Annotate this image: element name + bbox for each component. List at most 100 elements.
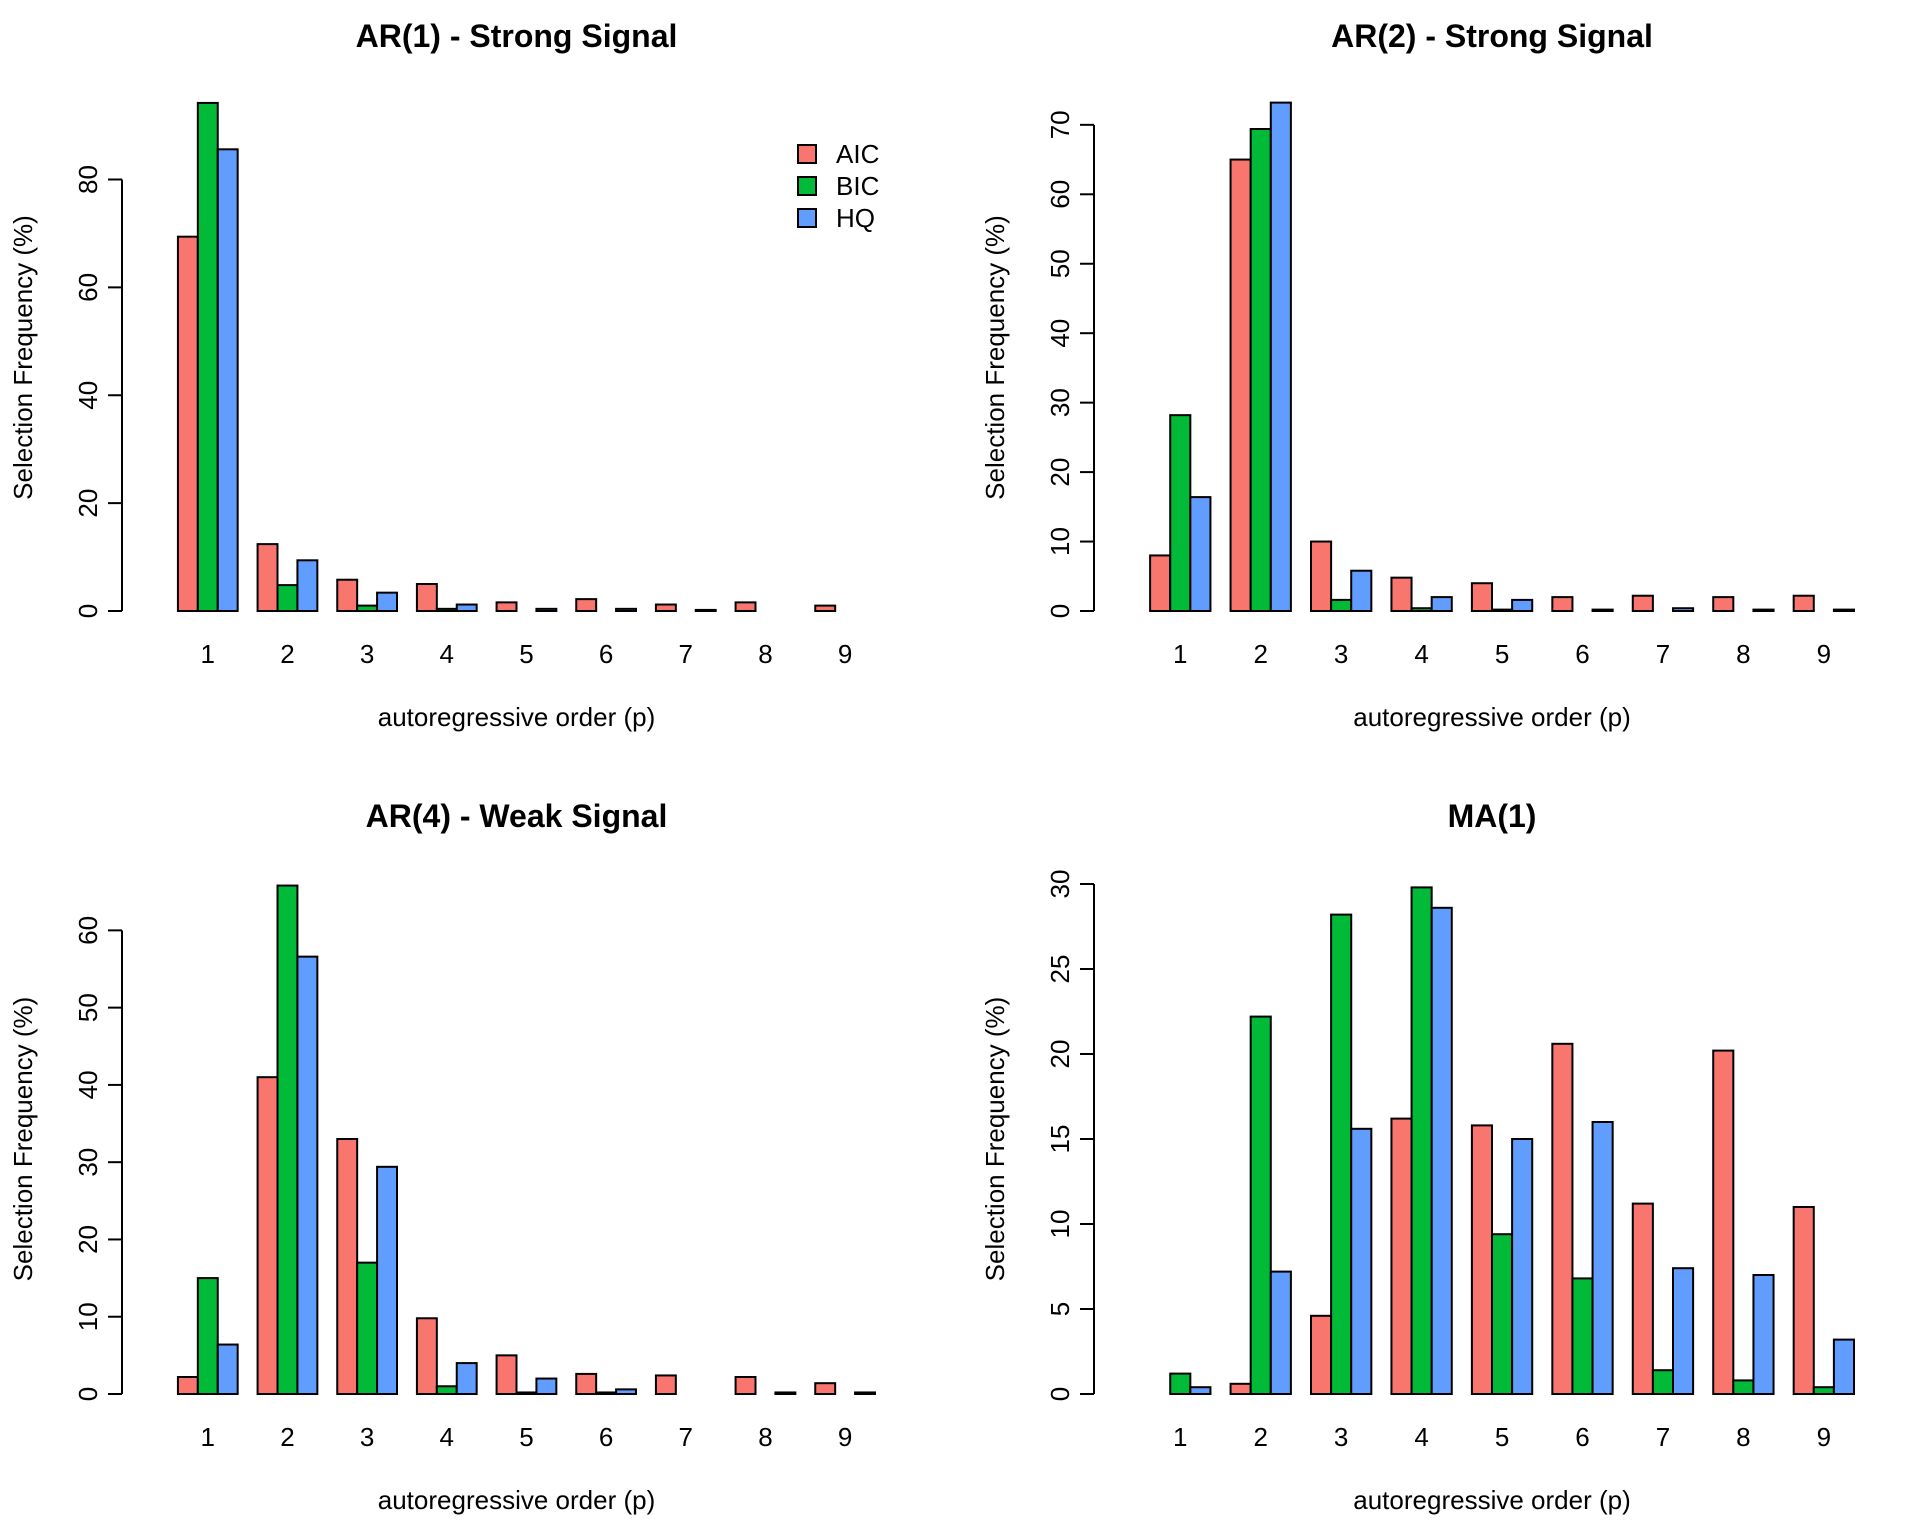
bar-hq-p9 [854, 1391, 877, 1395]
bar-bic-p6 [1571, 1277, 1594, 1396]
x-tick-label: 4 [1414, 639, 1428, 669]
x-tick-label: 2 [280, 1422, 294, 1452]
bar-bic-p3 [1330, 598, 1353, 613]
bar-hq-p6 [1591, 608, 1614, 612]
bar-aic-p9 [1792, 594, 1815, 612]
x-tick-label: 3 [1334, 639, 1348, 669]
bar-aic-p4 [415, 1317, 438, 1396]
y-axis-label: Selection Frequency (%) [980, 215, 1010, 500]
x-tick-label: 2 [1253, 639, 1267, 669]
y-axis-label: Selection Frequency (%) [8, 215, 38, 500]
y-tick-label: 20 [1045, 458, 1075, 487]
x-tick-label: 6 [1575, 639, 1589, 669]
x-tick-label: 3 [1334, 1422, 1348, 1452]
bar-bic-p2 [276, 884, 299, 1395]
chart-title: MA(1) [1448, 798, 1537, 834]
bar-hq-p5 [535, 607, 558, 613]
x-tick-label: 9 [1817, 1422, 1831, 1452]
x-tick-label: 4 [440, 639, 454, 669]
bar-bic-p9 [1812, 1386, 1835, 1395]
bar-bic-p1 [1169, 1372, 1192, 1395]
legend-swatch-aic [797, 144, 817, 164]
chart-panel-4: MA(1) 1 2 3 4 5 6 7 8 9 autoregressive order (p) 0 5… [980, 798, 1856, 1515]
x-tick-label: 9 [838, 639, 852, 669]
chart-title: AR(4) - Weak Signal [366, 798, 668, 834]
x-tick-label: 1 [201, 639, 215, 669]
x-axis-label: autoregressive order (p) [378, 702, 655, 732]
x-tick-label: 1 [1173, 639, 1187, 669]
bar-bic-p7 [1651, 1369, 1675, 1395]
bar-hq-p2 [296, 955, 319, 1395]
bar-hq-p5 [1511, 598, 1534, 613]
x-axis-label: autoregressive order (p) [1353, 1485, 1630, 1515]
bar-aic-p4 [1390, 576, 1413, 612]
bar-bic-p4 [1410, 886, 1433, 1396]
bar-hq-p1 [1189, 496, 1212, 613]
bar-aic-p7 [1631, 594, 1654, 612]
bar-hq-p3 [1350, 569, 1373, 612]
bar-aic-p4 [415, 583, 438, 613]
bar-aic-p2 [1229, 1382, 1252, 1396]
x-tick-label: 9 [1817, 639, 1831, 669]
chart-panel-1: AR(1) - Strong Signal 1 2 3 4 5 6 7 8 9 autoregres… [8, 18, 852, 732]
bar-aic-p7 [654, 603, 677, 613]
bar-bic-p3 [1330, 913, 1353, 1395]
y-tick-label: 30 [1045, 388, 1075, 417]
bar-hq-p2 [1269, 1270, 1292, 1395]
bar-aic-p6 [575, 598, 598, 613]
bar-hq-p7 [1672, 1267, 1695, 1395]
bar-bic-p8 [1732, 1379, 1755, 1396]
bar-hq-p1 [216, 1343, 239, 1396]
bar-hq-p3 [1350, 1127, 1373, 1396]
bar-aic-p5 [1470, 582, 1494, 612]
legend-label-bic: BIC [836, 171, 879, 201]
bar-hq-p3 [376, 1165, 398, 1395]
bar-aic-p6 [1551, 1042, 1574, 1396]
bar-bic-p5 [515, 1391, 538, 1395]
bar-hq-p4 [455, 1362, 478, 1395]
bar-aic-p2 [256, 1076, 279, 1396]
bar-hq-p4 [455, 603, 478, 613]
bar-hq-p8 [1752, 608, 1775, 612]
bar-aic-p5 [495, 601, 518, 612]
y-tick-label: 10 [1045, 527, 1075, 556]
y-tick-label: 20 [73, 489, 103, 518]
y-tick-label: 20 [73, 1225, 103, 1254]
bar-hq-p3 [376, 591, 398, 612]
bar-hq-p4 [1430, 906, 1453, 1395]
y-tick-label: 50 [1045, 249, 1075, 278]
chart-title: AR(2) - Strong Signal [1331, 18, 1653, 54]
bar-hq-p6 [1591, 1121, 1614, 1395]
bar-hq-p7 [694, 608, 717, 612]
bar-aic-p6 [1551, 596, 1574, 612]
x-tick-label: 3 [360, 1422, 374, 1452]
y-tick-label: 0 [73, 604, 103, 618]
y-tick-label: 70 [1045, 110, 1075, 139]
y-tick-label: 40 [73, 1070, 103, 1099]
bar-bic-p3 [356, 604, 379, 612]
x-tick-label: 8 [758, 1422, 772, 1452]
bar-hq-p8 [774, 1391, 797, 1395]
y-tick-label: 25 [1045, 955, 1075, 984]
x-tick-label: 4 [1414, 1422, 1428, 1452]
x-tick-label: 5 [1495, 639, 1509, 669]
bar-aic-p9 [1792, 1206, 1815, 1395]
x-tick-label: 2 [1253, 1422, 1267, 1452]
y-tick-label: 30 [73, 1148, 103, 1177]
y-tick-label: 0 [1045, 1387, 1075, 1401]
y-tick-label: 60 [1045, 180, 1075, 209]
y-tick-label: 10 [1045, 1210, 1075, 1239]
bar-bic-p4 [1410, 607, 1433, 612]
chart-title: AR(1) - Strong Signal [356, 18, 678, 54]
x-tick-label: 7 [679, 1422, 693, 1452]
y-tick-label: 50 [73, 993, 103, 1022]
bar-bic-p3 [356, 1261, 379, 1396]
x-axis-label: autoregressive order (p) [1353, 702, 1630, 732]
bar-bic-p1 [1169, 414, 1192, 612]
y-tick-label: 60 [73, 916, 103, 945]
bar-aic-p5 [495, 1354, 518, 1395]
bar-bic-p4 [435, 1385, 458, 1396]
bar-bic-p6 [595, 1391, 618, 1395]
legend-label-aic: AIC [836, 139, 879, 169]
bar-hq-p7 [1672, 607, 1695, 612]
